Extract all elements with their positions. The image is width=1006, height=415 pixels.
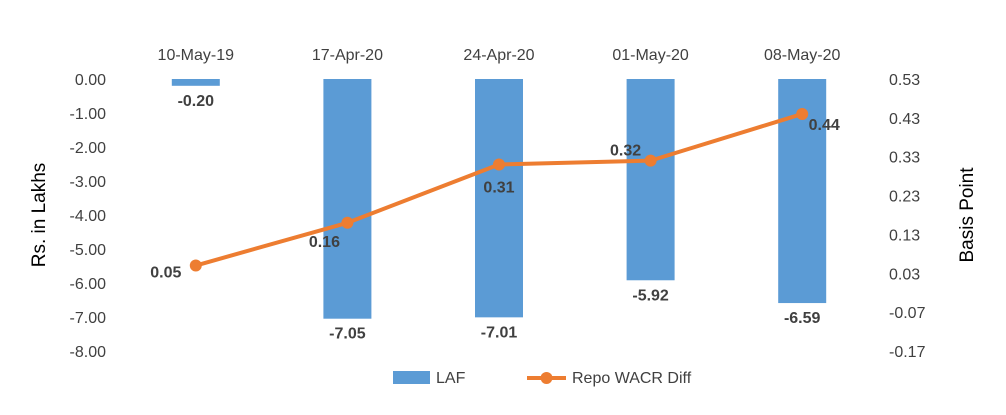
left-tick-label: 0.00 — [75, 72, 106, 89]
right-tick-label: -0.07 — [889, 305, 926, 322]
bar-data-labels: -0.20 -7.05 -7.01 -5.92 -6.59 — [178, 93, 821, 343]
line-point — [796, 107, 809, 120]
right-tick-label: 0.23 — [889, 189, 920, 206]
right-tick-label: 0.33 — [889, 150, 920, 167]
category-label: 01-May-20 — [612, 47, 689, 64]
bar-data-label: -7.01 — [481, 324, 518, 341]
right-tick-label: 0.43 — [889, 111, 920, 128]
bar — [626, 79, 675, 281]
legend-label-laf: LAF — [436, 370, 466, 387]
bar-data-label: -6.59 — [784, 310, 821, 327]
line-data-label: 0.44 — [809, 117, 840, 134]
category-label: 10-May-19 — [158, 47, 235, 64]
left-axis-ticks: 0.00 -1.00 -2.00 -3.00 -4.00 -5.00 -6.00 -7.00 -… — [70, 72, 107, 361]
bar-data-label: -7.05 — [329, 326, 366, 343]
right-tick-label: 0.13 — [889, 227, 920, 244]
line-point — [189, 259, 202, 272]
bar-data-label: -0.20 — [178, 93, 215, 110]
legend-label-repo-wacr-diff: Repo WACR Diff — [572, 370, 692, 387]
left-tick-label: -5.00 — [70, 242, 107, 259]
category-labels: 10-May-19 17-Apr-20 24-Apr-20 01-May-20 08-M… — [158, 47, 841, 64]
left-tick-label: -4.00 — [70, 208, 107, 225]
left-axis-title: Rs. in Lakhs — [29, 163, 50, 268]
left-tick-label: -8.00 — [70, 344, 107, 361]
left-tick-label: -3.00 — [70, 174, 107, 191]
bar-series — [171, 79, 827, 319]
line-data-label: 0.32 — [610, 143, 641, 160]
right-tick-label: 0.03 — [889, 266, 920, 283]
legend: LAF Repo WACR Diff — [393, 370, 692, 387]
right-axis-ticks: 0.53 0.43 0.33 0.23 0.13 0.03 -0.07 -0.17 — [889, 72, 926, 361]
line-point — [644, 154, 657, 167]
legend-swatch-repo-marker — [540, 372, 553, 384]
category-label: 17-Apr-20 — [312, 47, 383, 64]
line-point — [341, 216, 354, 229]
bar — [475, 79, 523, 318]
line-data-labels: 0.05 0.16 0.31 0.32 0.44 — [150, 117, 840, 282]
right-axis-title: Basis Point — [957, 167, 978, 263]
left-tick-label: -7.00 — [70, 310, 107, 327]
category-label: 08-May-20 — [764, 47, 841, 64]
bar-data-label: -5.92 — [632, 287, 669, 304]
bar — [323, 79, 372, 319]
left-tick-label: -2.00 — [70, 140, 107, 157]
left-tick-label: -6.00 — [70, 276, 107, 293]
line-data-label: 0.16 — [309, 234, 340, 251]
left-tick-label: -1.00 — [70, 106, 107, 123]
line-data-label: 0.05 — [150, 265, 181, 282]
right-tick-label: 0.53 — [889, 72, 920, 89]
line-point — [493, 158, 505, 171]
right-tick-label: -0.17 — [889, 344, 926, 361]
category-label: 24-Apr-20 — [463, 47, 534, 64]
legend-swatch-laf — [393, 371, 430, 384]
bar — [171, 79, 220, 86]
line-series — [189, 107, 809, 272]
line-data-label: 0.31 — [483, 179, 514, 196]
